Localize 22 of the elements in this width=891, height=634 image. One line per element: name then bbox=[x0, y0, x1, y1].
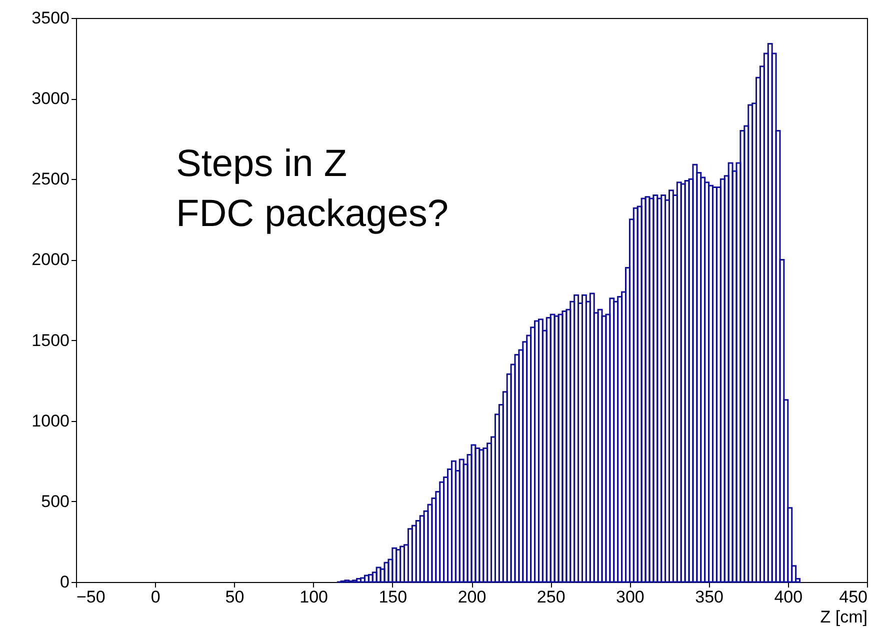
x-tick-label: −50 bbox=[76, 588, 106, 606]
annotation: FDC packages? bbox=[176, 193, 448, 235]
y-tick-label: 500 bbox=[41, 492, 70, 511]
x-tick-label: 350 bbox=[695, 588, 724, 606]
y-tick-label: 3000 bbox=[32, 89, 70, 108]
x-tick-label: 200 bbox=[458, 588, 486, 606]
x-tick-label: 450 bbox=[839, 588, 868, 606]
y-tick-label: 2000 bbox=[32, 250, 70, 270]
y-tick-label: 1000 bbox=[32, 411, 70, 430]
x-tick-label: 400 bbox=[774, 588, 803, 606]
x-tick-label: 50 bbox=[225, 588, 244, 606]
x-tick-label: 300 bbox=[616, 588, 644, 606]
x-tick-label: 0 bbox=[150, 588, 160, 606]
x-axis-title: Z [cm] bbox=[820, 608, 868, 626]
x-tick-label: 250 bbox=[536, 588, 566, 606]
y-tick-label: 2500 bbox=[32, 170, 70, 189]
y-tick-label: 3500 bbox=[32, 8, 70, 28]
x-tick-label: 100 bbox=[300, 588, 328, 606]
annotation: Steps in Z bbox=[176, 143, 348, 185]
x-tick-label: 150 bbox=[378, 588, 408, 606]
y-tick-label: 1500 bbox=[32, 330, 70, 350]
y-tick-label: 0 bbox=[60, 572, 70, 592]
